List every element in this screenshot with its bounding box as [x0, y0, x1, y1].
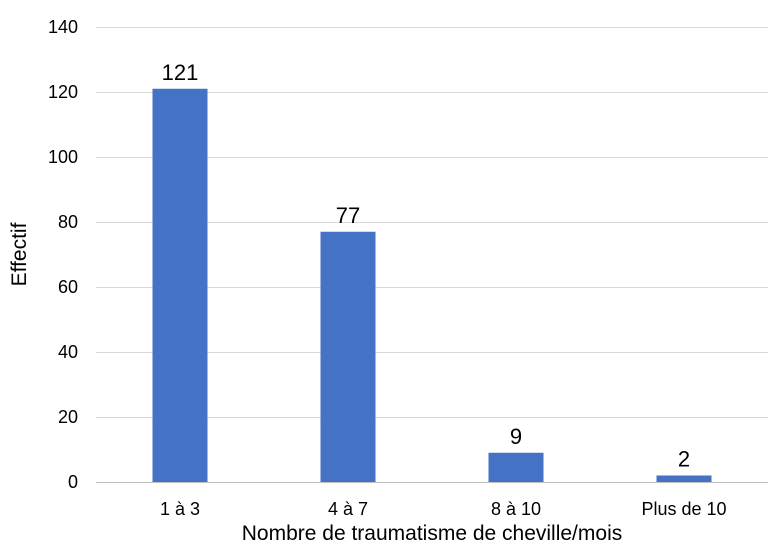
gridlines	[96, 27, 768, 483]
x-category-label: 8 à 10	[491, 499, 541, 519]
y-tick-label: 20	[58, 407, 78, 427]
bar	[152, 88, 208, 482]
x-category-label: 1 à 3	[160, 499, 200, 519]
y-tick-label: 0	[68, 472, 78, 492]
y-tick-label: 80	[58, 212, 78, 232]
y-tick-label: 40	[58, 342, 78, 362]
data-label: 9	[510, 424, 522, 449]
data-label: 77	[336, 203, 360, 228]
data-label: 121	[162, 60, 199, 85]
data-labels: 121 77 9 2	[162, 60, 690, 472]
x-category-label: Plus de 10	[641, 499, 726, 519]
y-tick-label: 100	[48, 147, 78, 167]
y-tick-label: 60	[58, 277, 78, 297]
x-axis-title: Nombre de traumatisme de cheville/mois	[242, 522, 622, 545]
x-category-label: 4 à 7	[328, 499, 368, 519]
bar	[488, 452, 544, 482]
y-axis-title: Effectif	[8, 222, 31, 286]
bars	[152, 88, 712, 482]
bar	[656, 475, 712, 482]
data-label: 2	[678, 447, 690, 472]
y-tick-label: 120	[48, 82, 78, 102]
bar	[320, 231, 376, 482]
y-axis-ticks: 0 20 40 60 80 100 120 140	[48, 17, 78, 492]
x-axis-categories: 1 à 3 4 à 7 8 à 10 Plus de 10	[160, 499, 727, 519]
y-tick-label: 140	[48, 17, 78, 37]
